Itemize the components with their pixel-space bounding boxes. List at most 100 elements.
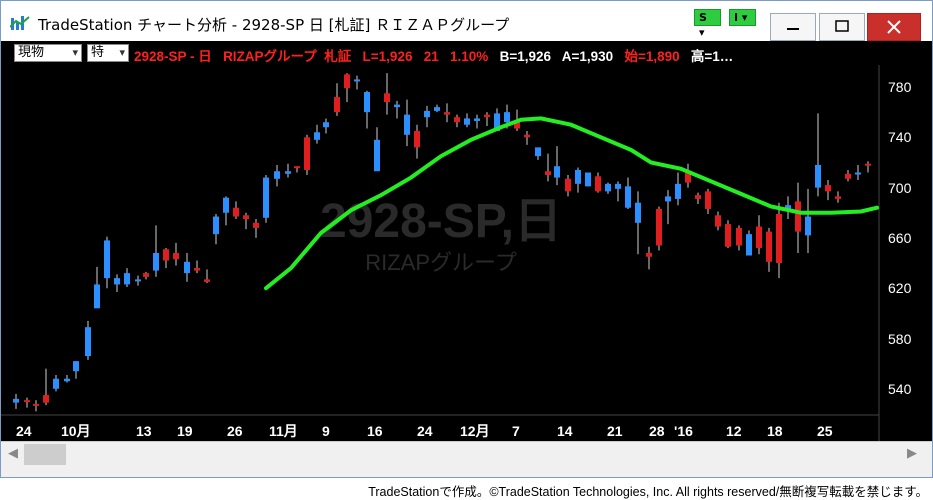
candle-down bbox=[414, 131, 420, 148]
candle-down bbox=[243, 215, 249, 220]
candle-up bbox=[746, 234, 752, 256]
x-tick-label: 26 bbox=[227, 423, 243, 439]
candle-up bbox=[53, 378, 59, 389]
s-indicator-button[interactable]: S ▾ bbox=[694, 9, 721, 39]
candle-down bbox=[756, 226, 762, 248]
y-tick-label: 740 bbox=[888, 129, 912, 145]
x-tick-label: '16 bbox=[674, 423, 693, 439]
chevron-down-icon: ▾ bbox=[119, 46, 125, 59]
scrollbar-thumb[interactable] bbox=[24, 444, 66, 465]
scroll-left-arrow-icon[interactable]: ◀ bbox=[8, 446, 18, 461]
candle-up bbox=[213, 216, 219, 235]
candle-down bbox=[736, 227, 742, 246]
candle-up bbox=[404, 114, 410, 135]
i-indicator-label: I bbox=[734, 11, 739, 24]
copyright-text: TradeStationで作成。©TradeStation Technologi… bbox=[368, 485, 928, 499]
candle-down bbox=[825, 185, 831, 192]
window-title: TradeStation チャート分析 - 2928-SP 日 [札証] ＲＩＺ… bbox=[38, 16, 510, 34]
app-window: TradeStation チャート分析 - 2928-SP 日 [札証] ＲＩＺ… bbox=[0, 0, 933, 478]
candle-down bbox=[173, 252, 179, 260]
quote-change: 21 bbox=[423, 49, 439, 64]
candle-up bbox=[535, 147, 541, 157]
session-value: 特 bbox=[91, 45, 105, 60]
horizontal-scrollbar[interactable]: ◀ ▶ bbox=[1, 441, 932, 468]
candle-down bbox=[795, 201, 801, 232]
candle-up bbox=[374, 139, 380, 172]
candle-up bbox=[625, 186, 631, 208]
candle-down bbox=[656, 208, 662, 246]
candle-up bbox=[85, 327, 91, 357]
candle-up bbox=[274, 171, 280, 179]
quote-high: 高=1… bbox=[690, 49, 734, 64]
candle-up bbox=[323, 122, 329, 128]
title-bar: TradeStation チャート分析 - 2928-SP 日 [札証] ＲＩＺ… bbox=[1, 1, 932, 41]
x-tick-label: 19 bbox=[177, 423, 193, 439]
candle-up bbox=[805, 216, 811, 236]
candle-down bbox=[233, 207, 239, 217]
candlestick-chart[interactable]: 2928-SP,日 RIZAPグループ 780 740 700 660 620 … bbox=[1, 65, 932, 441]
candle-down bbox=[695, 195, 701, 199]
moving-average-line bbox=[264, 116, 879, 291]
close-button[interactable] bbox=[867, 13, 921, 41]
y-tick-label: 620 bbox=[888, 280, 912, 296]
candle-up bbox=[424, 110, 430, 118]
candle-down bbox=[294, 166, 300, 169]
candle-up bbox=[94, 284, 100, 309]
candle-down bbox=[715, 215, 721, 227]
candle-down bbox=[766, 231, 772, 262]
candle-up bbox=[605, 183, 611, 192]
candle-down bbox=[304, 137, 310, 170]
maximize-icon bbox=[835, 20, 849, 32]
candle-down bbox=[194, 268, 200, 271]
candle-up bbox=[434, 107, 440, 111]
candle-up bbox=[665, 196, 671, 202]
quote-toolbar: 現物 ▾ 特 ▾ 2928-SP - 日 RIZAPグループ 札証 L=1,92… bbox=[1, 41, 932, 65]
market-type-select[interactable]: 現物 ▾ bbox=[14, 44, 82, 62]
market-type-value: 現物 bbox=[18, 45, 45, 60]
minimize-button[interactable] bbox=[770, 13, 816, 41]
quote-bar: 2928-SP - 日 RIZAPグループ 札証 L=1,926 21 1.10… bbox=[134, 45, 733, 65]
candle-down bbox=[845, 173, 851, 179]
candle-down bbox=[253, 222, 259, 228]
maximize-button[interactable] bbox=[819, 13, 865, 41]
candle-down bbox=[163, 249, 169, 261]
candle-up bbox=[104, 240, 110, 279]
candle-up bbox=[64, 378, 70, 382]
candle-up bbox=[675, 183, 681, 199]
candle-up bbox=[153, 252, 159, 271]
close-icon bbox=[887, 20, 901, 34]
candle-up bbox=[785, 205, 791, 209]
quote-symbol: 2928-SP - 日 bbox=[134, 49, 212, 64]
candle-up bbox=[135, 279, 141, 282]
y-axis: 780 740 700 660 620 580 540 bbox=[888, 79, 912, 397]
candle-up bbox=[364, 92, 370, 113]
watermark-symbol: 2928-SP,日 bbox=[320, 195, 562, 248]
y-tick-label: 540 bbox=[888, 381, 912, 397]
candles-group bbox=[13, 73, 871, 412]
quote-last: L=1,926 bbox=[362, 49, 413, 64]
candle-up bbox=[184, 261, 190, 274]
candle-up bbox=[73, 361, 79, 372]
x-axis: 24 10月 13 19 26 11月 9 16 24 12月 7 14 21 … bbox=[16, 423, 833, 439]
candle-down bbox=[835, 196, 841, 199]
i-indicator-button[interactable]: I ▾ bbox=[729, 9, 756, 26]
y-tick-label: 700 bbox=[888, 180, 912, 196]
candle-down bbox=[444, 112, 450, 115]
copyright-footer: TradeStationで作成。©TradeStation Technologi… bbox=[0, 480, 933, 499]
candle-down bbox=[514, 122, 520, 129]
price-chart-area[interactable]: 2928-SP,日 RIZAPグループ 780 740 700 660 620 … bbox=[1, 65, 932, 441]
candle-up bbox=[474, 118, 480, 121]
y-tick-label: 780 bbox=[888, 79, 912, 95]
watermark-name: RIZAPグループ bbox=[365, 250, 516, 275]
candle-up bbox=[114, 278, 120, 285]
x-tick-label: 10月 bbox=[61, 423, 91, 439]
candle-up bbox=[354, 79, 360, 82]
candle-up bbox=[263, 177, 269, 218]
scroll-right-arrow-icon[interactable]: ▶ bbox=[907, 446, 917, 461]
quote-bid: B=1,926 bbox=[499, 49, 551, 64]
y-tick-label: 580 bbox=[888, 331, 912, 347]
session-select[interactable]: 特 ▾ bbox=[87, 44, 129, 62]
candle-down bbox=[685, 171, 691, 183]
x-tick-label: 13 bbox=[136, 423, 152, 439]
candle-down bbox=[24, 400, 30, 403]
